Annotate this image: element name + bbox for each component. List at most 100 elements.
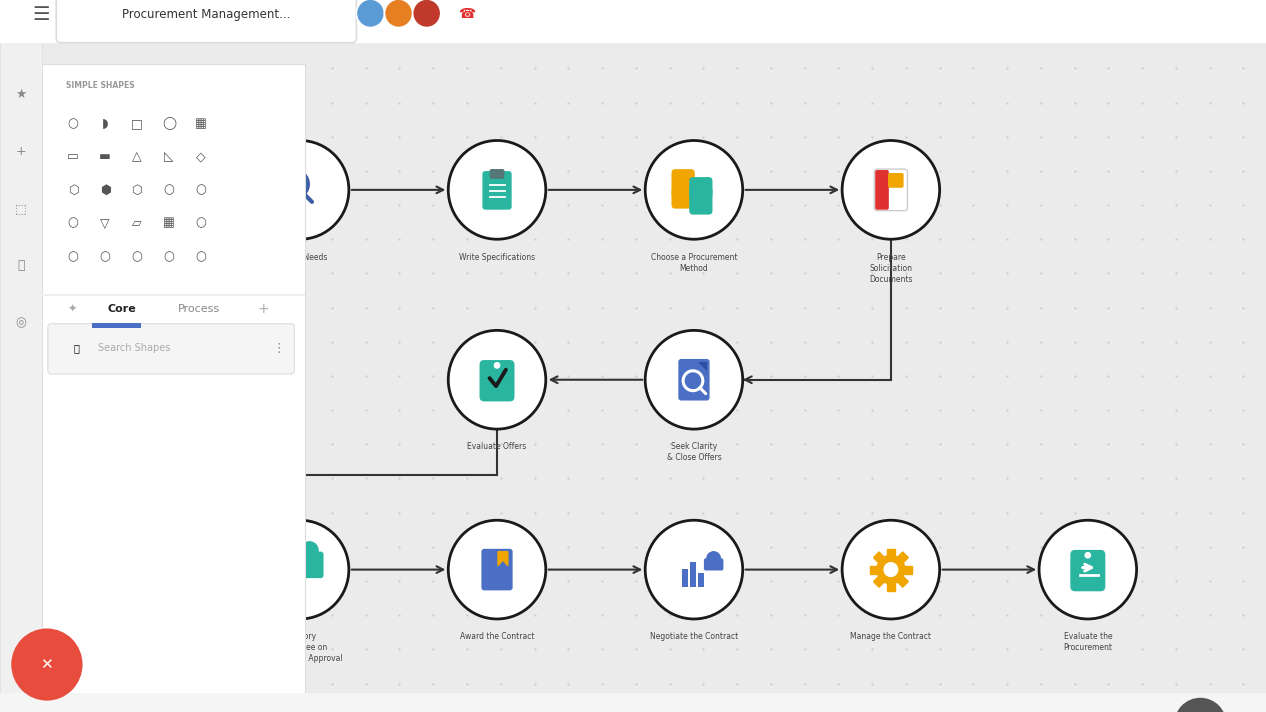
Circle shape bbox=[706, 551, 722, 566]
Circle shape bbox=[356, 0, 385, 28]
Text: ○: ○ bbox=[195, 184, 206, 197]
Circle shape bbox=[884, 562, 899, 577]
Ellipse shape bbox=[448, 330, 546, 429]
Circle shape bbox=[300, 541, 319, 560]
FancyBboxPatch shape bbox=[679, 359, 709, 401]
FancyBboxPatch shape bbox=[690, 562, 696, 587]
FancyBboxPatch shape bbox=[482, 171, 511, 209]
FancyBboxPatch shape bbox=[671, 169, 695, 197]
FancyBboxPatch shape bbox=[875, 170, 889, 210]
FancyBboxPatch shape bbox=[481, 549, 513, 590]
Circle shape bbox=[280, 538, 303, 560]
Text: Advisory
Committee on
Procurement Approval: Advisory Committee on Procurement Approv… bbox=[257, 632, 343, 664]
Text: Negotiate the Contract: Negotiate the Contract bbox=[649, 632, 738, 642]
Ellipse shape bbox=[448, 520, 546, 619]
Polygon shape bbox=[870, 565, 877, 574]
Text: ◎: ◎ bbox=[15, 316, 27, 329]
FancyBboxPatch shape bbox=[480, 360, 514, 402]
FancyBboxPatch shape bbox=[671, 188, 695, 209]
Circle shape bbox=[1085, 552, 1091, 559]
Text: ⬚: ⬚ bbox=[15, 202, 27, 215]
Circle shape bbox=[494, 362, 500, 369]
FancyBboxPatch shape bbox=[273, 550, 305, 578]
Text: ◯: ◯ bbox=[162, 117, 176, 130]
Text: ▱: ▱ bbox=[132, 216, 142, 229]
Ellipse shape bbox=[842, 140, 939, 239]
Polygon shape bbox=[874, 552, 884, 562]
Text: ▬: ▬ bbox=[99, 150, 111, 163]
Text: Write Specifications: Write Specifications bbox=[460, 253, 536, 261]
Text: ○: ○ bbox=[195, 216, 206, 229]
Ellipse shape bbox=[842, 520, 939, 619]
FancyBboxPatch shape bbox=[56, 0, 356, 43]
FancyBboxPatch shape bbox=[689, 187, 713, 214]
Text: ○: ○ bbox=[67, 250, 78, 263]
Text: ▭: ▭ bbox=[67, 150, 78, 163]
Polygon shape bbox=[887, 584, 895, 590]
Circle shape bbox=[1174, 698, 1227, 712]
Polygon shape bbox=[898, 577, 908, 587]
FancyBboxPatch shape bbox=[887, 173, 904, 188]
Ellipse shape bbox=[646, 140, 743, 239]
Bar bbox=[0, 0, 42, 712]
Text: ★: ★ bbox=[15, 88, 27, 101]
Text: ⬢: ⬢ bbox=[100, 184, 110, 197]
Circle shape bbox=[385, 0, 413, 28]
Text: ✕: ✕ bbox=[41, 657, 53, 672]
FancyBboxPatch shape bbox=[295, 552, 324, 578]
Ellipse shape bbox=[448, 140, 546, 239]
Text: Procurement Management...: Procurement Management... bbox=[122, 8, 290, 21]
Text: ◇: ◇ bbox=[196, 150, 205, 163]
Circle shape bbox=[281, 170, 308, 198]
Bar bbox=[0, 0, 1266, 43]
Text: □: □ bbox=[132, 117, 143, 130]
Text: ☰: ☰ bbox=[33, 5, 51, 23]
Ellipse shape bbox=[1039, 520, 1137, 619]
Polygon shape bbox=[887, 549, 895, 555]
Text: ○: ○ bbox=[195, 250, 206, 263]
Text: ▦: ▦ bbox=[195, 117, 206, 130]
Text: Core: Core bbox=[108, 303, 137, 313]
Bar bbox=[42, 294, 305, 296]
Text: ○: ○ bbox=[100, 250, 110, 263]
FancyBboxPatch shape bbox=[689, 177, 713, 198]
Ellipse shape bbox=[252, 520, 349, 619]
FancyBboxPatch shape bbox=[490, 169, 504, 179]
Text: ⬡: ⬡ bbox=[132, 184, 142, 197]
Bar bbox=[0, 693, 1266, 712]
Text: 🖼: 🖼 bbox=[16, 259, 24, 272]
Circle shape bbox=[11, 629, 82, 701]
Text: Search Shapes: Search Shapes bbox=[99, 343, 171, 353]
Text: ◗: ◗ bbox=[101, 117, 109, 130]
Text: SIMPLE SHAPES: SIMPLE SHAPES bbox=[66, 81, 134, 90]
FancyBboxPatch shape bbox=[682, 569, 687, 587]
FancyBboxPatch shape bbox=[698, 572, 704, 587]
Text: ⬡: ⬡ bbox=[67, 184, 78, 197]
Text: ○: ○ bbox=[67, 117, 78, 130]
Text: 🔍: 🔍 bbox=[73, 343, 78, 353]
Circle shape bbox=[876, 555, 905, 585]
Text: Process: Process bbox=[179, 303, 220, 313]
Text: ▽: ▽ bbox=[100, 216, 110, 229]
Bar bbox=[92, 323, 141, 328]
FancyBboxPatch shape bbox=[704, 558, 723, 570]
Text: Evaluate the
Procurement: Evaluate the Procurement bbox=[1063, 632, 1113, 652]
Ellipse shape bbox=[252, 140, 349, 239]
Text: ○: ○ bbox=[163, 184, 175, 197]
Circle shape bbox=[413, 0, 441, 28]
Text: ✦: ✦ bbox=[67, 303, 77, 313]
Polygon shape bbox=[898, 552, 908, 562]
Text: Award the Contract: Award the Contract bbox=[460, 632, 534, 642]
Text: ▦: ▦ bbox=[163, 216, 175, 229]
Text: Seek Clarity
& Close Offers: Seek Clarity & Close Offers bbox=[667, 442, 722, 463]
Text: ○: ○ bbox=[163, 250, 175, 263]
FancyBboxPatch shape bbox=[875, 169, 908, 211]
Ellipse shape bbox=[646, 520, 743, 619]
Polygon shape bbox=[498, 552, 508, 565]
Ellipse shape bbox=[646, 330, 743, 429]
Polygon shape bbox=[698, 362, 706, 371]
Text: Prepare
Solicitation
Documents: Prepare Solicitation Documents bbox=[870, 253, 913, 283]
Text: +: + bbox=[15, 145, 25, 158]
Polygon shape bbox=[905, 565, 912, 574]
Polygon shape bbox=[874, 577, 884, 587]
